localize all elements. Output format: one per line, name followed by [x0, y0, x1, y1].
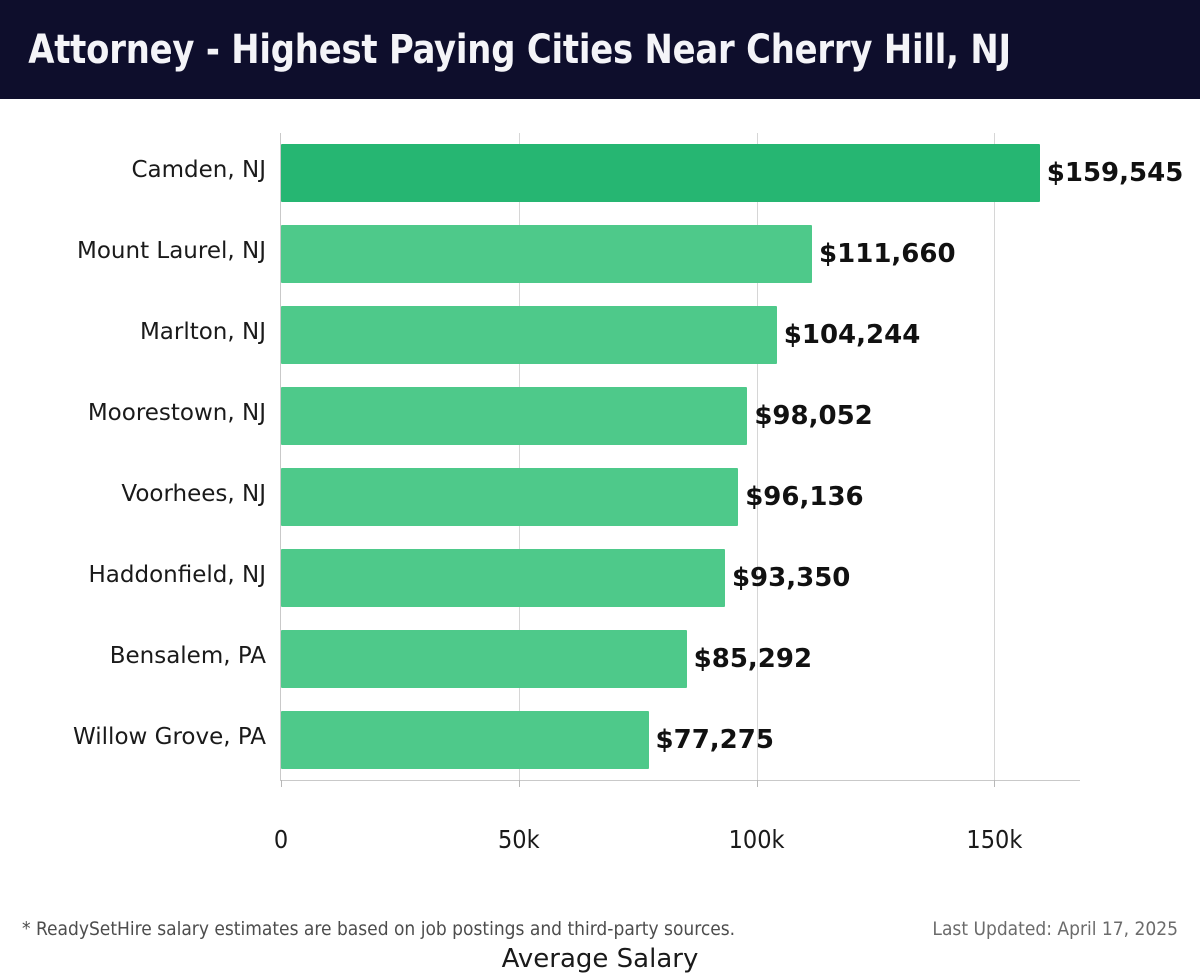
bar[interactable]	[281, 711, 649, 769]
y-axis-category-label: Camden, NJ	[131, 157, 267, 183]
bar[interactable]	[281, 225, 813, 283]
x-axis-tick-label: 50k	[497, 825, 540, 854]
x-axis-tick-label: 0	[273, 825, 289, 854]
y-axis-category-label: Moorestown, NJ	[87, 400, 266, 426]
y-axis-category-label: Marlton, NJ	[139, 319, 266, 345]
footer-disclaimer: * ReadySetHire salary estimates are base…	[22, 918, 736, 940]
bar-row[interactable]: $159,545	[281, 144, 1183, 202]
bar[interactable]	[281, 387, 748, 445]
chart-footer: * ReadySetHire salary estimates are base…	[0, 900, 1200, 958]
bar-row[interactable]: $104,244	[281, 306, 1080, 364]
gridline-x	[994, 133, 996, 780]
bar-value-label: $77,275	[655, 725, 774, 755]
bar-row[interactable]: $93,350	[281, 549, 1080, 607]
bar-value-label: $85,292	[693, 644, 813, 674]
x-axis-tick-label: 150k	[966, 825, 1023, 854]
chart-canvas: Camden, NJ Mount Laurel, NJ Marlton, NJ Moo…	[0, 99, 1200, 974]
bar-value-label: $111,660	[819, 239, 956, 269]
bar-value-label: $93,350	[731, 563, 851, 593]
y-axis-category-labels: Camden, NJ Mount Laurel, NJ Marlton, NJ Moo…	[0, 133, 266, 780]
footer-last-updated: Last Updated: April 17, 2025	[932, 918, 1178, 940]
bar-row[interactable]: $111,660	[281, 225, 1080, 283]
bar-value-label: $96,136	[745, 482, 864, 512]
bar[interactable]	[281, 144, 1040, 202]
x-axis-tick-mark	[756, 780, 758, 787]
y-axis-category-label: Voorhees, NJ	[121, 481, 266, 507]
gridline-x	[518, 133, 520, 780]
bar-row[interactable]: $85,292	[281, 630, 1080, 688]
bar-row[interactable]: $77,275	[281, 711, 1080, 769]
bar-value-label: $104,244	[783, 320, 921, 350]
y-axis-line	[280, 133, 281, 781]
x-axis-line	[281, 780, 1080, 781]
y-axis-category-label: Bensalem, PA	[109, 643, 266, 669]
page-title: Attorney - Highest Paying Cities Near Ch…	[28, 26, 1011, 73]
x-axis-tick-labels: 0 50k 100k 150k	[274, 133, 1080, 854]
chart-header-banner: Attorney - Highest Paying Cities Near Ch…	[0, 0, 1200, 99]
bar[interactable]	[281, 549, 725, 607]
bar-row[interactable]: $96,136	[281, 468, 1080, 526]
y-axis-category-label: Willow Grove, PA	[73, 724, 266, 750]
plot-area: $159,545 $111,660 $104,244 $98,052 $96,136 $9…	[280, 133, 1183, 787]
x-axis-tick-mark	[994, 780, 996, 787]
x-axis-tick-mark	[518, 780, 520, 787]
x-axis-tick-mark	[281, 780, 282, 787]
gridline-x	[756, 133, 758, 780]
bar[interactable]	[281, 306, 777, 364]
y-axis-category-label: Haddonfield, NJ	[88, 562, 266, 588]
bar[interactable]	[281, 630, 687, 688]
bar[interactable]	[281, 468, 739, 526]
y-axis-category-label: Mount Laurel, NJ	[77, 238, 266, 264]
bar-value-label: $159,545	[1046, 158, 1184, 188]
x-axis-tick-label: 100k	[728, 825, 785, 854]
bar-row[interactable]: $98,052	[281, 387, 1080, 445]
bar-value-label: $98,052	[754, 401, 873, 431]
